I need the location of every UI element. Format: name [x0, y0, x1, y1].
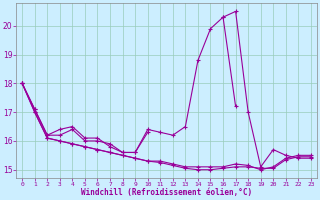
X-axis label: Windchill (Refroidissement éolien,°C): Windchill (Refroidissement éolien,°C) [81, 188, 252, 197]
